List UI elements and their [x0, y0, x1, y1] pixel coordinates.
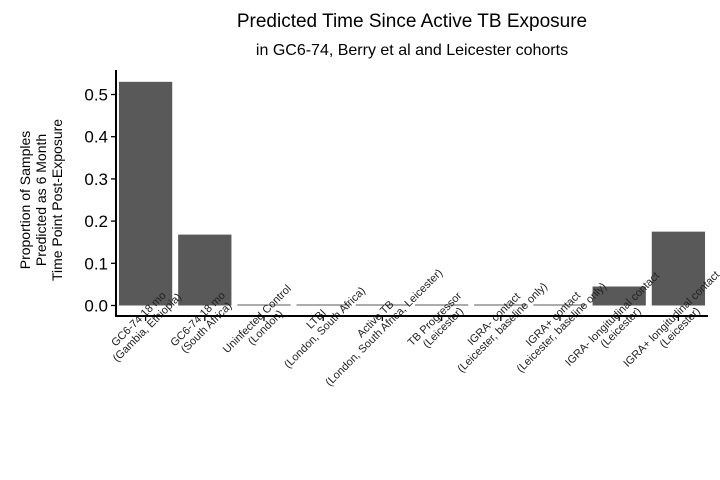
y-axis-label: Proportion of Samples Predicted as 6 Mon… [17, 119, 65, 281]
x-tick-label-text: IGRA+ contact(Leicester, baseline only) [506, 272, 609, 375]
y-tick-label: 0.0 [84, 297, 108, 316]
y-axis-label-line: Time Point Post-Exposure [49, 119, 65, 281]
y-axis-label-line: Predicted as 6 Month [33, 134, 49, 266]
chart-subtitle: in GC6-74, Berry et al and Leicester coh… [256, 42, 568, 59]
chart-title: Predicted Time Since Active TB Exposure [237, 11, 587, 32]
y-tick-label: 0.1 [84, 254, 108, 273]
x-tick-label: Uninfected Control(London) [221, 283, 302, 364]
bar [474, 304, 528, 306]
x-tick-label-line: Uninfected Control [221, 283, 294, 356]
y-tick-label: 0.3 [84, 170, 108, 189]
x-tick-label: IGRA+ contact(Leicester, baseline only) [506, 272, 610, 376]
y-ticks-group: 0.0 0.1 0.2 0.3 0.4 0.5 [84, 86, 116, 316]
bar [178, 234, 232, 306]
y-tick-label: 0.2 [84, 212, 108, 231]
bar [355, 304, 410, 306]
x-tick-label-text: Uninfected Control(London) [221, 283, 302, 364]
bar [651, 231, 706, 306]
bar [592, 286, 646, 306]
bar [414, 304, 469, 306]
bar [296, 304, 350, 306]
bars-group [118, 81, 706, 306]
bar [533, 304, 587, 306]
y-tick-label: 0.5 [84, 86, 108, 105]
y-axis-label-line: Proportion of Samples [17, 131, 33, 270]
bar [237, 304, 291, 306]
y-tick-label: 0.4 [84, 128, 108, 147]
bar [118, 81, 173, 306]
